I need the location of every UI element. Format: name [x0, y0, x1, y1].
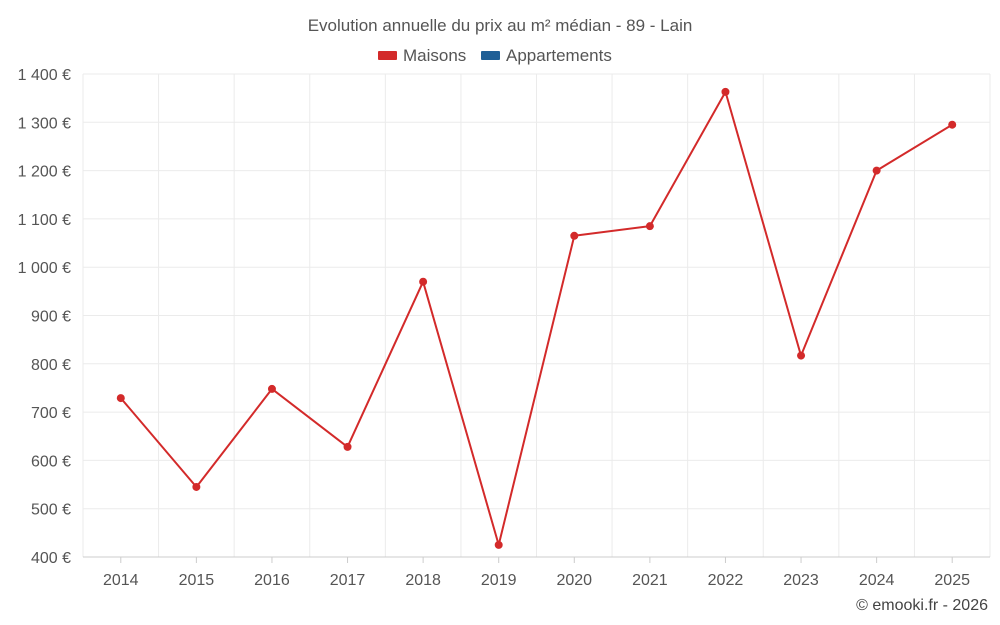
y-tick-label: 500 €: [31, 502, 71, 519]
chart-title: Evolution annuelle du prix au m² médian …: [308, 16, 693, 35]
data-point: [192, 482, 201, 491]
x-tick-label: 2020: [556, 572, 592, 589]
y-tick-label: 1 400 €: [18, 67, 71, 84]
data-point: [419, 277, 428, 286]
y-tick-label: 1 100 €: [18, 212, 71, 229]
y-axis-ticks: 400 € 500 € 600 € 700 € 800 € 900 € 1 000 € 1 1…: [18, 67, 71, 567]
x-tick-label: 2022: [708, 572, 744, 589]
data-point: [116, 394, 125, 403]
series-line-maisons: [120, 90, 953, 546]
series-maisons: [116, 87, 957, 549]
x-tick-label: 2023: [783, 572, 819, 589]
data-point: [570, 231, 579, 240]
x-tick-label: 2025: [934, 572, 970, 589]
legend-swatch-maisons[interactable]: [378, 51, 397, 60]
legend: Maisons Appartements: [378, 46, 612, 65]
legend-label-maisons[interactable]: Maisons: [403, 46, 466, 65]
y-tick-label: 1 200 €: [18, 164, 71, 181]
data-point: [645, 222, 654, 231]
grid: [82, 73, 991, 558]
x-tick-label: 2021: [632, 572, 668, 589]
y-tick-label: 600 €: [31, 453, 71, 470]
data-point: [797, 351, 806, 360]
x-tick-label: 2019: [481, 572, 517, 589]
data-point: [494, 540, 503, 549]
x-axis-ticks: 2014 2015 2016 2017 2018 2019 2020 2021 2022 2023…: [103, 557, 970, 589]
x-tick-label: 2018: [405, 572, 441, 589]
y-tick-label: 800 €: [31, 357, 71, 374]
x-tick-label: 2015: [179, 572, 215, 589]
x-tick-label: 2024: [859, 572, 895, 589]
legend-label-appartements[interactable]: Appartements: [506, 46, 612, 65]
y-tick-label: 700 €: [31, 405, 71, 422]
y-tick-label: 400 €: [31, 550, 71, 567]
credit-text: © emooki.fr - 2026: [856, 597, 988, 614]
x-tick-label: 2014: [103, 572, 139, 589]
data-point: [872, 166, 881, 175]
y-tick-label: 900 €: [31, 309, 71, 326]
data-point: [267, 384, 276, 393]
x-tick-label: 2017: [330, 572, 366, 589]
data-point: [721, 87, 730, 96]
y-tick-label: 1 300 €: [18, 115, 71, 132]
legend-swatch-appartements[interactable]: [481, 51, 500, 60]
data-point: [948, 120, 957, 129]
data-point: [343, 442, 352, 451]
y-tick-label: 1 000 €: [18, 260, 71, 277]
x-tick-label: 2016: [254, 572, 290, 589]
